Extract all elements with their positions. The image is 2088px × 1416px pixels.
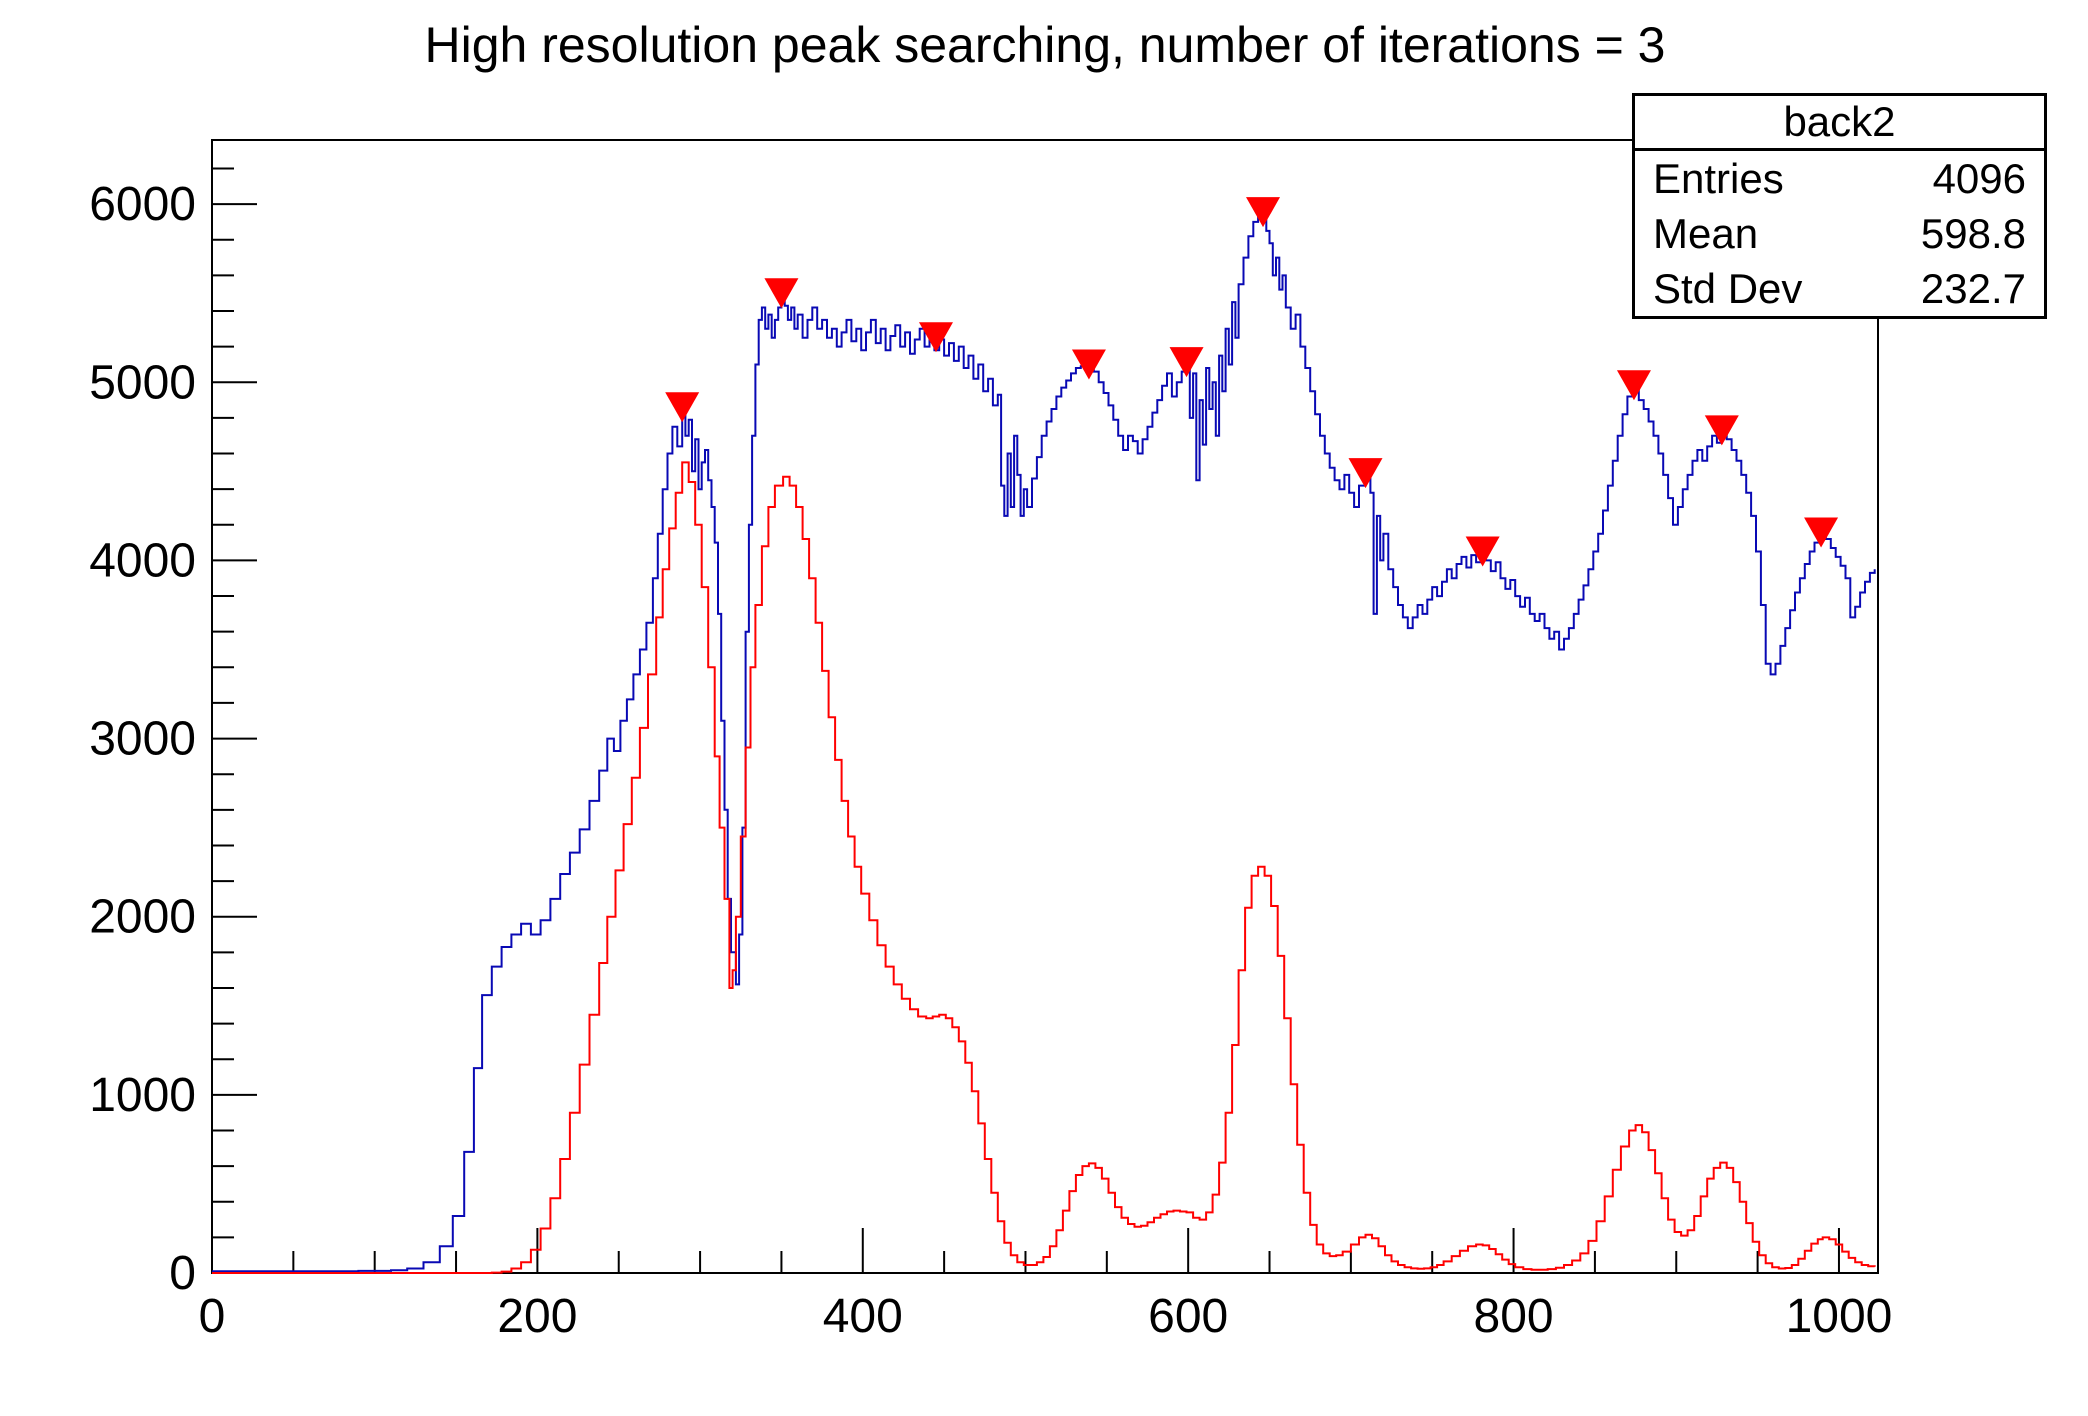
- stats-value: 4096: [1932, 154, 2026, 202]
- peak-marker-icon: [918, 322, 953, 353]
- x-axis-tick-label: 400: [823, 1290, 903, 1343]
- x-axis-tick-label: 200: [497, 1290, 577, 1343]
- stats-value: 232.7: [1920, 264, 2026, 312]
- stats-row-mean: Mean 598.8: [1635, 206, 2044, 261]
- stats-box-title: back2: [1635, 96, 2044, 151]
- peak-marker-icon: [1071, 349, 1106, 380]
- chart-title: High resolution peak searching, number o…: [424, 17, 1666, 73]
- peak-marker-icon: [1246, 197, 1281, 228]
- x-axis-tick-label: 800: [1474, 1290, 1554, 1343]
- deconvoluted-spectrum-line: [212, 461, 1876, 1274]
- y-axis-tick-label: 0: [169, 1247, 196, 1300]
- x-axis-tick-label: 600: [1148, 1290, 1228, 1343]
- stats-row-stddev: Std Dev 232.7: [1635, 261, 2044, 316]
- stats-label: Entries: [1653, 154, 1784, 202]
- peak-marker-icon: [1465, 536, 1500, 567]
- x-axis-tick-label: 1000: [1786, 1290, 1893, 1343]
- stats-box: back2 Entries 4096 Mean 598.8 Std Dev 23…: [1632, 93, 2047, 319]
- peak-marker-icon: [764, 278, 799, 309]
- stats-label: Std Dev: [1653, 264, 1803, 312]
- y-axis-tick-label: 1000: [89, 1069, 196, 1122]
- peak-marker-icon: [1348, 458, 1383, 489]
- peak-marker-icon: [1804, 517, 1839, 548]
- y-axis-tick-label: 2000: [89, 891, 196, 944]
- y-axis-tick-label: 3000: [89, 713, 196, 766]
- x-axis-tick-label: 0: [199, 1290, 226, 1343]
- y-axis-tick-label: 4000: [89, 534, 196, 587]
- plot-frame: [211, 139, 1879, 1274]
- stats-label: Mean: [1653, 209, 1759, 257]
- peak-marker-icon: [1704, 415, 1739, 446]
- stats-row-entries: Entries 4096: [1635, 151, 2044, 206]
- stats-value: 598.8: [1920, 209, 2026, 257]
- peak-marker-icon: [1616, 370, 1651, 401]
- peak-marker-icon: [1169, 347, 1204, 378]
- peak-marker-icon: [665, 392, 700, 423]
- y-axis-tick-label: 5000: [89, 356, 196, 409]
- y-axis-tick-label: 6000: [89, 178, 196, 231]
